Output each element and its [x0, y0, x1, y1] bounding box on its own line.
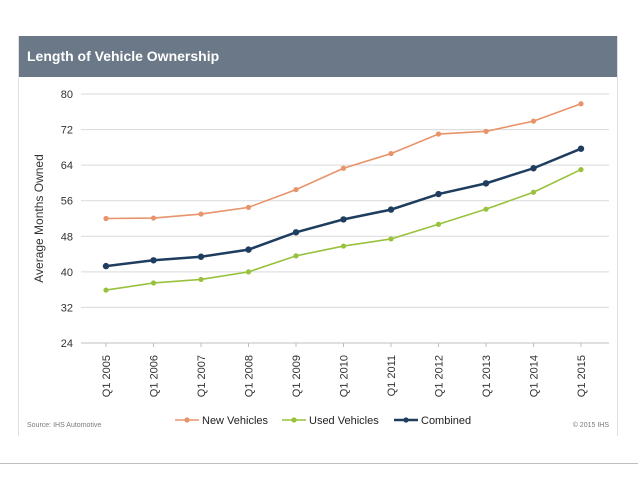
y-tick-label: 32: [61, 302, 73, 314]
y-tick-label: 48: [61, 231, 73, 243]
data-point: [483, 206, 489, 212]
bottom-divider: [0, 463, 638, 464]
data-point: [293, 253, 299, 259]
data-point: [340, 216, 347, 223]
x-tick-label: Q1 2008: [244, 355, 256, 397]
title-bar: Length of Vehicle Ownership: [19, 36, 617, 77]
y-tick-label: 56: [61, 196, 73, 208]
y-tick-label: 64: [61, 160, 73, 172]
legend-marker: [403, 417, 409, 423]
chart-slide: Length of Vehicle Ownership 24 32 40 48 56 64…: [18, 36, 618, 436]
data-point: [578, 166, 584, 173]
data-point: [530, 189, 537, 195]
data-point: [577, 145, 585, 152]
data-point: [245, 204, 252, 210]
data-point: [387, 206, 395, 213]
data-point: [292, 229, 300, 236]
data-point: [102, 262, 110, 270]
data-point: [435, 190, 442, 198]
data-point: [103, 215, 109, 222]
y-tick-label: 40: [61, 267, 73, 279]
source-note: Source: IHS Automotive: [27, 422, 102, 429]
x-tick-label: Q1 2015: [576, 355, 588, 397]
y-tick-label: 24: [61, 338, 73, 350]
x-tick-label: Q1 2009: [291, 355, 303, 397]
data-point: [245, 269, 252, 275]
x-tick-label: Q1 2011: [386, 355, 398, 396]
data-point: [340, 165, 347, 171]
y-tick-label: 80: [61, 89, 73, 101]
x-tick-label: Q1 2010: [339, 355, 351, 397]
data-point: [483, 128, 489, 134]
data-point: [388, 150, 394, 157]
data-point: [198, 276, 204, 283]
data-point: [340, 243, 347, 249]
x-tick-label: Q1 2005: [101, 355, 113, 397]
x-tick-label: Q1 2007: [196, 355, 208, 397]
x-tick-label: Q1 2013: [481, 355, 493, 397]
data-point: [293, 186, 299, 193]
data-point: [530, 165, 537, 172]
data-point: [435, 221, 442, 227]
data-point: [578, 101, 584, 107]
x-tick-label: Q1 2012: [434, 355, 446, 397]
data-point: [150, 215, 157, 221]
legend-marker: [291, 417, 297, 423]
legend-label: New Vehicles: [202, 415, 269, 427]
data-point: [197, 253, 205, 260]
data-point: [482, 180, 490, 187]
data-point: [198, 211, 204, 217]
data-point: [150, 280, 157, 286]
x-tick-label: Q1 2014: [529, 355, 541, 397]
data-point: [103, 287, 109, 293]
data-point: [530, 118, 537, 124]
data-point: [245, 246, 252, 253]
chart-title: Length of Vehicle Ownership: [27, 48, 220, 64]
data-point: [435, 131, 442, 137]
y-axis-label: Average Months Owned: [32, 154, 46, 283]
data-point: [150, 257, 157, 264]
data-point: [388, 236, 394, 242]
y-tick-label: 72: [61, 125, 73, 137]
legend-label: Combined: [421, 415, 471, 427]
x-tick-label: Q1 2006: [149, 355, 161, 397]
legend-label: Used Vehicles: [309, 415, 379, 427]
legend-marker: [184, 417, 190, 423]
line-chart: 24 32 40 48 56 64 72 80 Q1 2005 Q1 2006 Q1 2007 Q1 …: [32, 89, 609, 427]
copyright-note: © 2015 IHS: [572, 422, 609, 429]
